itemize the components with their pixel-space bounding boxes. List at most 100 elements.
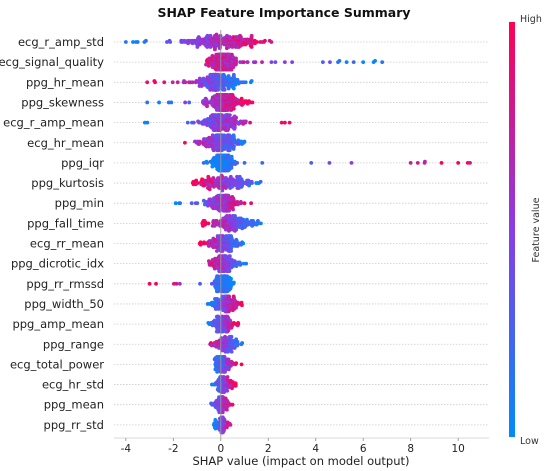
shap-point	[242, 225, 247, 230]
feature-label: ppg_min	[55, 196, 104, 210]
shap-point	[194, 79, 199, 83]
shap-point	[233, 82, 238, 87]
shap-point	[247, 183, 252, 188]
feature-label: ppg_iqr	[61, 156, 104, 170]
shap-point	[258, 179, 263, 184]
shap-point	[249, 45, 254, 49]
shap-point	[212, 343, 217, 348]
shap-point	[196, 119, 200, 124]
shap-point	[227, 148, 232, 153]
shap-point	[226, 133, 231, 138]
shap-point	[221, 216, 226, 221]
shap-point	[187, 100, 192, 105]
shap-point	[222, 42, 227, 47]
shap-point	[228, 108, 233, 112]
shap-point	[320, 60, 325, 65]
shap-point	[175, 80, 180, 85]
shap-point	[229, 154, 234, 159]
shap-point	[123, 40, 128, 44]
shap-point	[229, 265, 234, 270]
shap-point	[256, 218, 260, 223]
shap-point	[228, 226, 233, 231]
shap-point	[173, 201, 178, 206]
feature-label: ppg_kurtosis	[31, 176, 104, 190]
shap-point	[234, 337, 239, 342]
shap-point	[224, 76, 229, 81]
shap-point	[232, 346, 237, 350]
shap-point	[203, 42, 207, 47]
shap-point	[206, 244, 211, 248]
colorbar	[509, 22, 515, 437]
shap-point	[145, 100, 150, 105]
shap-point	[207, 135, 211, 140]
shap-point	[147, 281, 152, 286]
shap-point	[225, 108, 230, 112]
shap-point	[221, 184, 226, 189]
shap-point	[221, 208, 226, 213]
shap-point	[242, 201, 247, 206]
shap-point	[246, 178, 251, 183]
shap-point	[214, 329, 219, 334]
shap-point	[230, 93, 235, 97]
shap-point	[212, 156, 217, 160]
shap-point	[233, 96, 238, 101]
shap-point	[142, 120, 147, 125]
shap-point	[224, 289, 228, 294]
shap-point	[208, 263, 213, 267]
shap-point	[219, 289, 224, 294]
shap-point	[224, 82, 229, 87]
shap-point	[226, 86, 231, 91]
shap-point	[231, 65, 236, 70]
shap-point	[214, 399, 219, 403]
shap-point	[236, 138, 241, 143]
shap-point	[229, 325, 234, 330]
shap-point	[233, 202, 237, 207]
shap-point	[216, 52, 221, 57]
shap-point	[232, 259, 237, 264]
shap-point	[214, 164, 219, 169]
shap-point	[204, 62, 208, 67]
shap-point	[206, 259, 211, 264]
shap-point	[456, 161, 461, 165]
shap-point	[241, 121, 246, 126]
shap-point	[243, 181, 248, 185]
shap-point	[197, 84, 202, 88]
shap-point	[201, 223, 205, 228]
shap-point	[226, 234, 231, 238]
shap-point	[225, 153, 230, 158]
shap-point	[203, 98, 207, 102]
shap-point	[213, 128, 218, 133]
shap-point	[267, 38, 272, 43]
x-tick-label: 6	[360, 443, 367, 455]
shap-point	[221, 375, 226, 379]
shap-point	[235, 174, 239, 179]
shap-point	[249, 201, 254, 206]
shap-point	[231, 35, 236, 39]
shap-point	[213, 297, 217, 301]
shap-point	[217, 254, 222, 259]
shap-point	[231, 55, 236, 60]
shap-point	[235, 244, 240, 248]
shap-point	[210, 54, 215, 58]
shap-point	[226, 309, 231, 314]
shap-point	[219, 410, 224, 415]
shap-point	[227, 45, 231, 49]
shap-point	[211, 382, 216, 387]
feature-label: ppg_skewness	[21, 95, 104, 109]
feature-label: ppg_rr_rmssd	[26, 277, 104, 291]
shap-point	[240, 142, 244, 146]
shap-point	[226, 269, 230, 274]
shap-point	[213, 183, 218, 188]
shap-point	[202, 118, 207, 122]
shap-point	[230, 386, 234, 391]
shap-point	[196, 142, 201, 146]
shap-point	[226, 74, 231, 78]
shap-point	[215, 72, 219, 77]
shap-point	[144, 38, 148, 43]
shap-point	[215, 93, 219, 97]
shap-point	[309, 161, 314, 165]
shap-point	[249, 33, 254, 38]
shap-point	[227, 52, 231, 57]
x-tick-label: 4	[312, 443, 319, 455]
